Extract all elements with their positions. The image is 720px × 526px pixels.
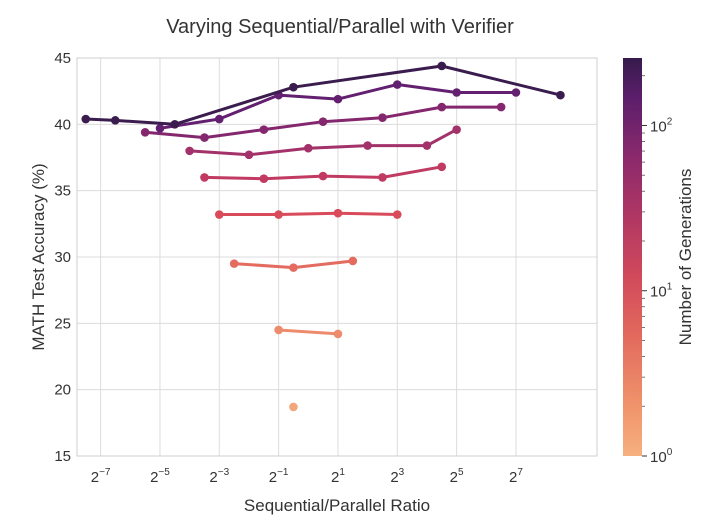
data-point: [318, 117, 328, 126]
data-point: [214, 210, 224, 219]
y-axis-label: MATH Test Accuracy (%): [29, 163, 48, 350]
series-8-generations: [214, 208, 402, 219]
x-tick-label: 21: [331, 467, 345, 486]
series-line: [219, 211, 398, 216]
data-point: [229, 259, 239, 268]
y-tick-label: 20: [54, 382, 71, 399]
data-point: [452, 125, 461, 134]
data-point: [259, 125, 269, 134]
x-tick-labels: 2−7 2−5 2−3 2−1 21 23 25 27: [91, 467, 524, 486]
y-tick-label: 30: [54, 249, 71, 266]
colorbar-label: Number of Generations: [676, 169, 695, 346]
series-layer: [81, 61, 565, 412]
series-line: [85, 64, 561, 126]
data-point: [496, 102, 506, 112]
chart-title: Varying Sequential/Parallel with Verifie…: [166, 16, 514, 38]
data-point: [259, 174, 269, 184]
y-tick-label: 45: [54, 50, 71, 67]
data-point: [303, 143, 313, 153]
data-point: [140, 127, 150, 137]
x-tick-label: 2−7: [91, 467, 111, 486]
y-tick-labels: 15 20 25 30 35 40 45: [54, 50, 71, 465]
data-point: [452, 88, 461, 97]
x-tick-label: 25: [450, 467, 464, 486]
series-1-generations: [289, 402, 298, 412]
data-point: [170, 120, 180, 129]
data-point: [348, 256, 358, 266]
colorbar-tick-label: 101: [650, 282, 673, 301]
series-2-generations: [274, 325, 343, 339]
data-point: [437, 61, 447, 71]
x-axis-label: Sequential/Parallel Ratio: [244, 496, 430, 515]
plot-frame: [76, 57, 598, 457]
data-point: [274, 325, 283, 335]
series-16-generations: [200, 162, 447, 184]
data-point: [200, 133, 209, 142]
data-point: [289, 263, 298, 272]
grid: [77, 57, 597, 457]
y-tick-label: 35: [54, 183, 71, 200]
data-point: [437, 102, 447, 112]
data-point: [422, 141, 432, 150]
data-point: [333, 329, 343, 339]
series-4-generations: [229, 256, 358, 272]
data-point: [185, 146, 194, 156]
data-point: [392, 80, 402, 89]
y-tick-label: 15: [54, 448, 71, 465]
data-point: [363, 141, 372, 150]
x-tick-label: 2−5: [150, 467, 170, 486]
series-line: [189, 128, 458, 157]
data-point: [378, 113, 387, 122]
data-point: [556, 90, 565, 100]
x-tick-label: 2−1: [269, 467, 289, 486]
x-tick-label: 23: [390, 467, 404, 486]
data-point: [378, 173, 387, 182]
data-point: [110, 116, 120, 125]
series-32-generations: [185, 125, 461, 160]
colorbar: [623, 58, 642, 456]
series-line: [278, 328, 339, 336]
data-point: [333, 94, 343, 104]
data-point: [200, 173, 209, 182]
colorbar-tick-label: 102: [650, 116, 673, 135]
colorbar-tick-label: 100: [650, 447, 673, 466]
y-tick-label: 40: [54, 116, 71, 133]
data-point: [155, 124, 165, 133]
data-point: [289, 82, 298, 92]
data-point: [511, 88, 521, 97]
data-point: [392, 210, 402, 219]
series-64-generations: [140, 102, 506, 142]
colorbar-ticks: 100 101 102: [642, 75, 673, 466]
data-point: [214, 114, 224, 124]
data-point: [274, 210, 283, 219]
data-point: [244, 150, 254, 160]
data-point: [81, 114, 91, 124]
x-tick-label: 2−3: [209, 467, 229, 486]
data-point: [333, 208, 343, 218]
series-256-generations: [81, 61, 565, 129]
data-point: [318, 171, 328, 181]
data-point: [437, 162, 447, 172]
series-128-generations: [155, 80, 521, 133]
y-tick-label: 25: [54, 315, 71, 332]
data-point: [289, 402, 298, 412]
x-tick-label: 27: [509, 467, 523, 486]
